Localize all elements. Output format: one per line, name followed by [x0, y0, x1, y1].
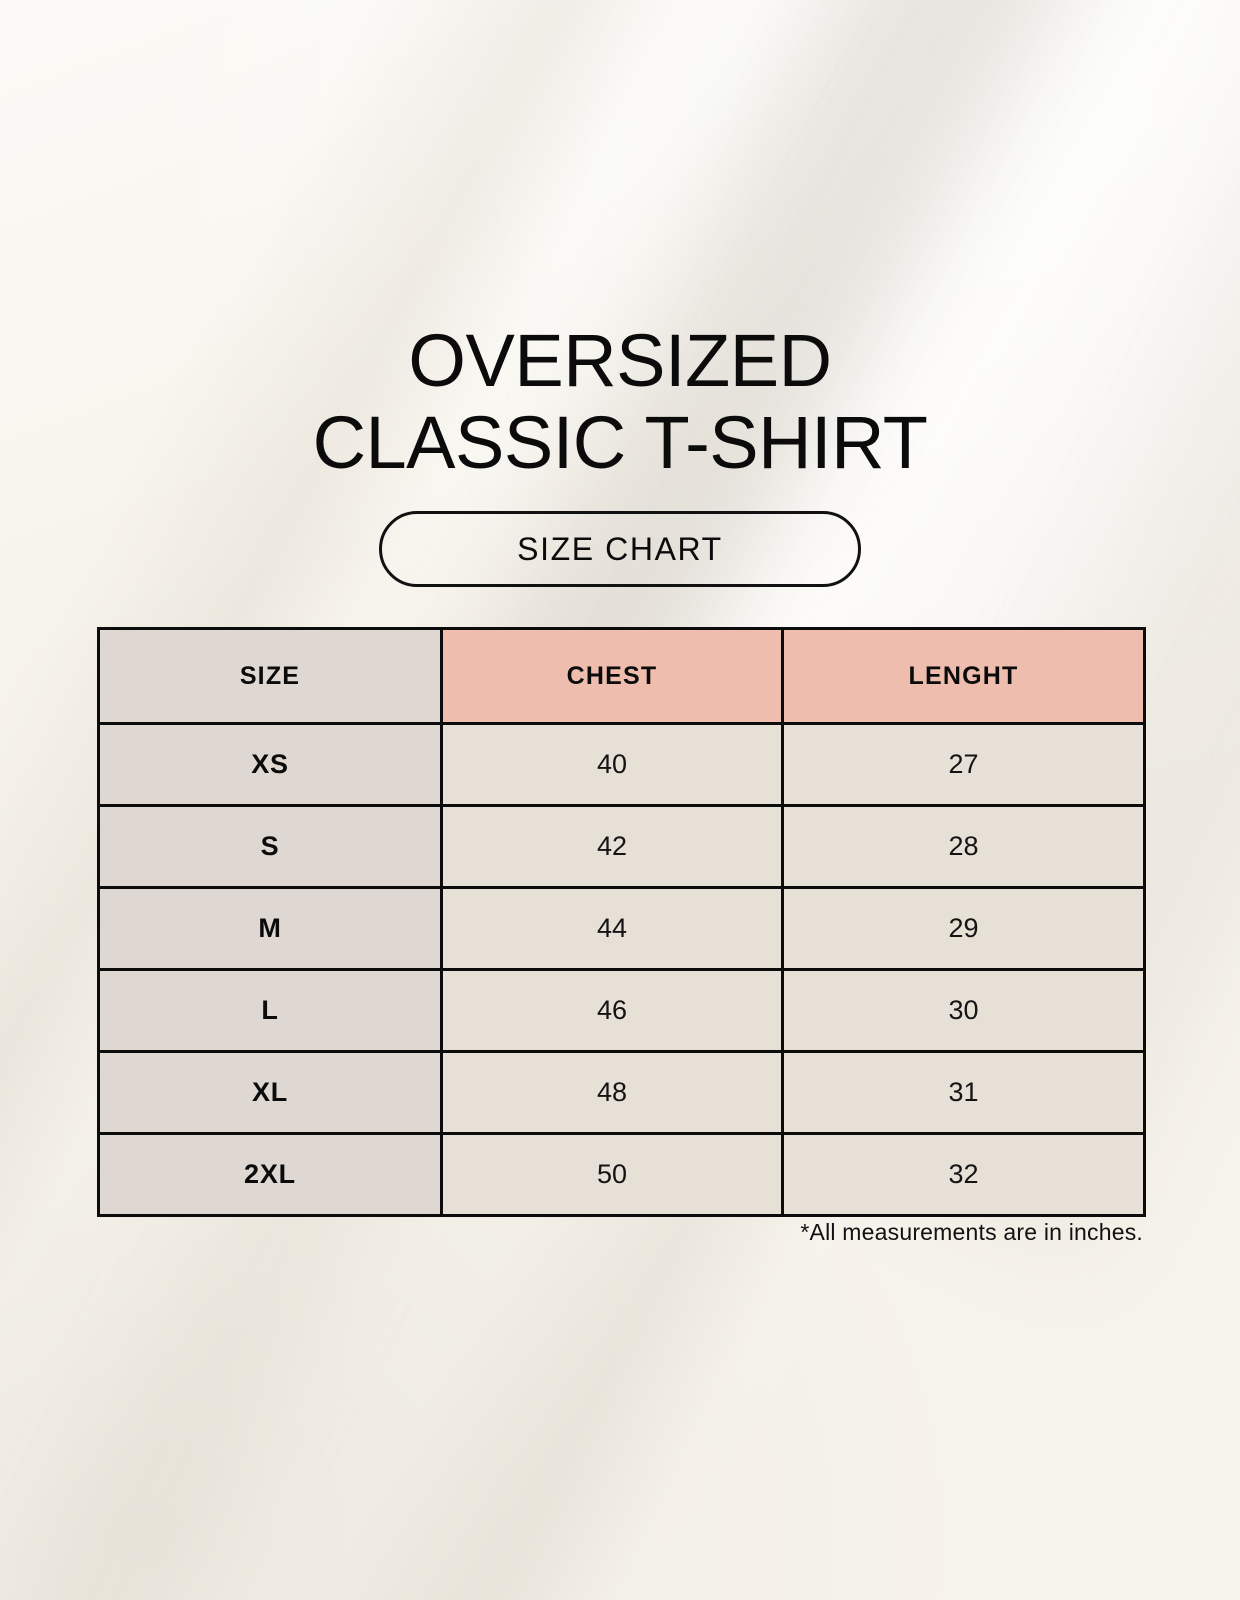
cell-size: 2XL [97, 1132, 443, 1217]
size-chart-pill: SIZE CHART [379, 511, 861, 587]
cell-length: 28 [781, 804, 1146, 889]
measurement-note: *All measurements are in inches. [800, 1219, 1143, 1245]
title-line-1: OVERSIZED [408, 319, 832, 402]
cell-length: 27 [781, 722, 1146, 807]
table-row: XL 48 31 [97, 1050, 1146, 1135]
cell-size: XS [97, 722, 443, 807]
cell-length: 32 [781, 1132, 1146, 1217]
table-header-row: SIZE CHEST LENGHT [97, 627, 1146, 725]
size-chart-table: SIZE CHEST LENGHT XS 40 27 S 42 28 [97, 627, 1146, 1217]
cell-chest: 42 [440, 804, 784, 889]
title-line-2: CLASSIC T-SHIRT [312, 401, 928, 484]
table-row: XS 40 27 [97, 722, 1146, 807]
cell-chest: 44 [440, 886, 784, 971]
cell-chest: 48 [440, 1050, 784, 1135]
size-chart-pill-wrapper: SIZE CHART [0, 511, 1240, 587]
cell-chest: 46 [440, 968, 784, 1053]
cell-size: L [97, 968, 443, 1053]
cell-chest: 40 [440, 722, 784, 807]
size-chart-pill-label: SIZE CHART [517, 530, 723, 567]
cell-size: S [97, 804, 443, 889]
cell-length: 29 [781, 886, 1146, 971]
column-header-length: LENGHT [781, 627, 1146, 725]
cell-length: 31 [781, 1050, 1146, 1135]
table-row: S 42 28 [97, 804, 1146, 889]
size-chart-table-wrapper: SIZE CHEST LENGHT XS 40 27 S 42 28 [97, 627, 1146, 1217]
table-body: XS 40 27 S 42 28 M 44 29 L [97, 722, 1146, 1217]
table-row: M 44 29 [97, 886, 1146, 971]
cell-size: XL [97, 1050, 443, 1135]
cell-size: M [97, 886, 443, 971]
column-header-chest: CHEST [440, 627, 784, 725]
table-row: 2XL 50 32 [97, 1132, 1146, 1217]
table-row: L 46 30 [97, 968, 1146, 1053]
table-header: SIZE CHEST LENGHT [97, 627, 1146, 725]
page-title: OVERSIZED CLASSIC T-SHIRT [0, 319, 1240, 484]
cell-chest: 50 [440, 1132, 784, 1217]
column-header-size: SIZE [97, 627, 443, 725]
cell-length: 30 [781, 968, 1146, 1053]
